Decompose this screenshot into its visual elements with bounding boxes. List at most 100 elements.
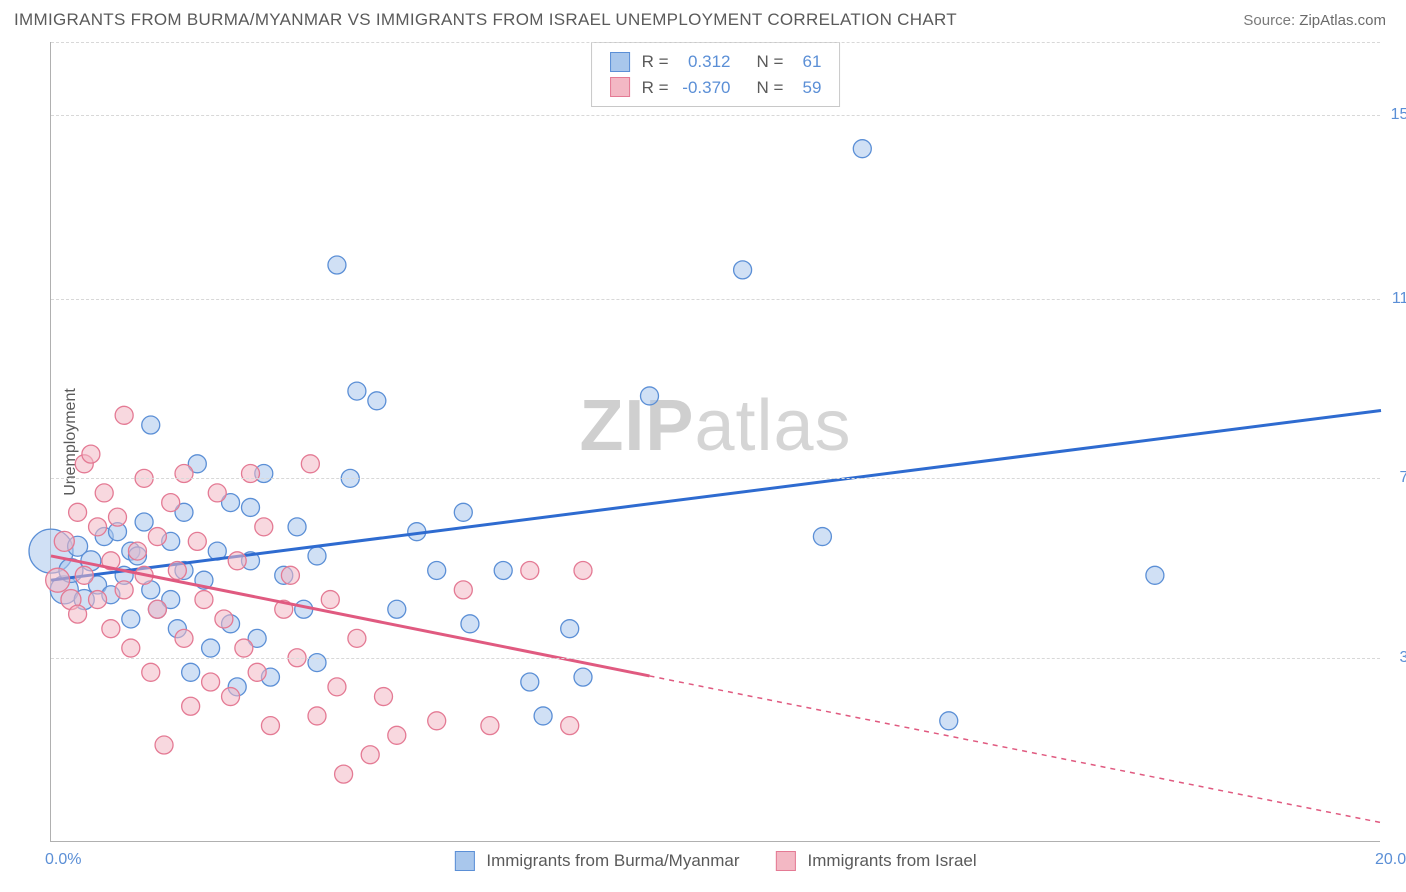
scatter-point [574, 561, 592, 579]
scatter-point [235, 639, 253, 657]
source-label: Source: [1243, 12, 1295, 29]
scatter-point [46, 568, 70, 592]
scatter-point [561, 717, 579, 735]
scatter-point [940, 712, 958, 730]
scatter-point [69, 605, 87, 623]
scatter-point [195, 591, 213, 609]
scatter-point [242, 465, 260, 483]
scatter-point [308, 654, 326, 672]
scatter-point [182, 663, 200, 681]
n-value: 61 [791, 49, 821, 75]
legend-item: Immigrants from Burma/Myanmar [454, 851, 739, 871]
scatter-point [182, 697, 200, 715]
n-value: 59 [791, 75, 821, 101]
scatter-point [481, 717, 499, 735]
r-value: -0.370 [677, 75, 731, 101]
scatter-point [89, 591, 107, 609]
scatter-point [494, 561, 512, 579]
stats-swatch [610, 77, 630, 97]
stats-box: R = 0.312 N = 61 R = -0.370 N = 59 [591, 42, 841, 107]
legend-label: Immigrants from Burma/Myanmar [486, 851, 739, 871]
r-label: R = [642, 49, 669, 75]
x-tick-label: 20.0% [1375, 851, 1406, 869]
scatter-point [168, 561, 186, 579]
scatter-point [521, 561, 539, 579]
r-label: R = [642, 75, 669, 101]
y-tick-label: 15.0% [1391, 106, 1406, 124]
scatter-point [122, 610, 140, 628]
gridline [51, 478, 1380, 479]
r-value: 0.312 [677, 49, 731, 75]
scatter-point [115, 406, 133, 424]
y-tick-label: 11.2% [1392, 290, 1406, 308]
scatter-point [321, 591, 339, 609]
scatter-point [148, 600, 166, 618]
scatter-point [261, 717, 279, 735]
gridline [51, 658, 1380, 659]
stats-row: R = -0.370 N = 59 [610, 75, 822, 101]
legend-swatch [776, 851, 796, 871]
scatter-point [115, 581, 133, 599]
scatter-point [175, 465, 193, 483]
scatter-point [461, 615, 479, 633]
scatter-point [109, 508, 127, 526]
trend-line [51, 410, 1381, 580]
scatter-point [534, 707, 552, 725]
scatter-point [208, 484, 226, 502]
scatter-point [428, 561, 446, 579]
scatter-point [361, 746, 379, 764]
scatter-point [75, 566, 93, 584]
chart-source: Source: ZipAtlas.com [1243, 12, 1386, 29]
scatter-point [242, 498, 260, 516]
y-tick-label: 3.8% [1400, 649, 1406, 667]
scatter-point [521, 673, 539, 691]
scatter-point [202, 673, 220, 691]
scatter-point [308, 547, 326, 565]
scatter-point [89, 518, 107, 536]
scatter-point [375, 688, 393, 706]
scatter-point [335, 765, 353, 783]
scatter-point [328, 256, 346, 274]
x-tick-label: 0.0% [45, 851, 81, 869]
scatter-point [155, 736, 173, 754]
scatter-point [102, 620, 120, 638]
n-label: N = [757, 75, 784, 101]
scatter-point [388, 726, 406, 744]
scatter-point [95, 484, 113, 502]
scatter-point [368, 392, 386, 410]
scatter-point [248, 663, 266, 681]
scatter-point [142, 663, 160, 681]
legend-swatch [454, 851, 474, 871]
scatter-point [454, 581, 472, 599]
legend-label: Immigrants from Israel [808, 851, 977, 871]
scatter-point [574, 668, 592, 686]
chart-plot-area: Unemployment ZIPatlas R =0.312N =61R =-0… [50, 42, 1380, 842]
scatter-point [148, 528, 166, 546]
scatter-svg [51, 42, 1380, 841]
scatter-point [188, 532, 206, 550]
scatter-point [162, 494, 180, 512]
legend-item: Immigrants from Israel [776, 851, 977, 871]
scatter-point [454, 503, 472, 521]
scatter-point [328, 678, 346, 696]
n-label: N = [757, 49, 784, 75]
scatter-point [215, 610, 233, 628]
scatter-point [228, 552, 246, 570]
chart-header: IMMIGRANTS FROM BURMA/MYANMAR VS IMMIGRA… [0, 0, 1406, 36]
source-link[interactable]: ZipAtlas.com [1299, 12, 1386, 29]
scatter-point [308, 707, 326, 725]
scatter-point [142, 416, 160, 434]
x-axis-legend: Immigrants from Burma/Myanmar Immigrants … [454, 851, 976, 871]
scatter-point [348, 629, 366, 647]
scatter-point [428, 712, 446, 730]
chart-title: IMMIGRANTS FROM BURMA/MYANMAR VS IMMIGRA… [14, 10, 957, 30]
scatter-point [301, 455, 319, 473]
scatter-point [128, 542, 146, 560]
gridline [51, 42, 1380, 43]
scatter-point [175, 629, 193, 647]
scatter-point [853, 140, 871, 158]
gridline [51, 115, 1380, 116]
scatter-point [813, 528, 831, 546]
scatter-point [734, 261, 752, 279]
scatter-point [54, 531, 74, 551]
